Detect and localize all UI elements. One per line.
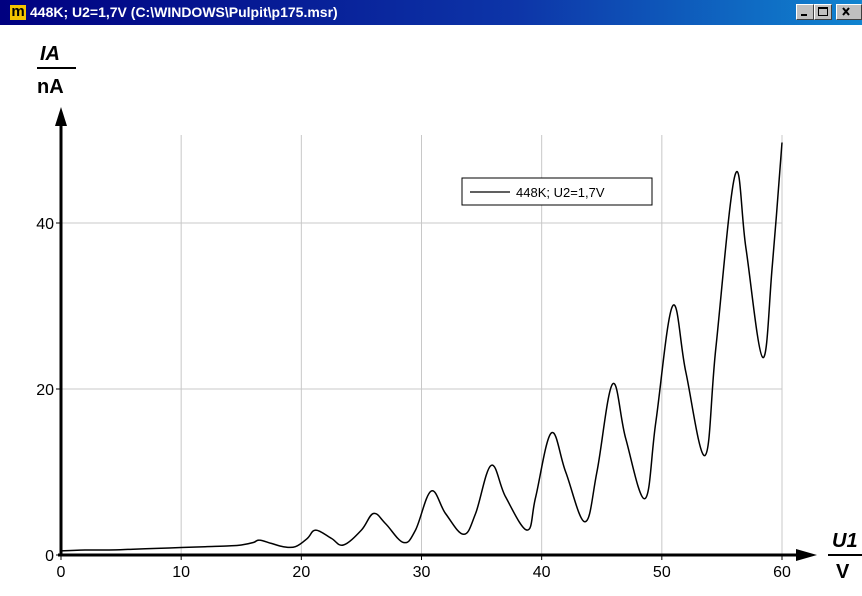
close-button[interactable] [836,4,862,20]
minimize-icon [801,14,807,16]
grid-lines [61,135,783,555]
plot-area[interactable]: 0 10 20 30 40 50 60 0 20 40 IA nA U1 V 448K; U2=1… [0,25,862,596]
y-axis-label-unit: nA [37,76,64,98]
legend-label: 448K; U2=1,7V [516,185,605,200]
y-axis-arrow [55,107,67,126]
window-title: 448K; U2=1,7V (C:\WINDOWS\Pulpit\p175.ms… [30,4,338,20]
minimize-button[interactable] [796,4,814,20]
x-tick-label: 30 [413,564,431,581]
x-axis-arrow [796,549,817,561]
series-line [60,142,783,552]
y-axis-label-quantity: IA [40,43,60,65]
x-axis-label-quantity: U1 [832,530,858,552]
x-tick-label: 40 [533,564,551,581]
x-tick-label: 50 [653,564,671,581]
y-tick-label: 0 [45,548,54,565]
legend: 448K; U2=1,7V [461,177,653,206]
y-tick-label: 20 [36,382,54,399]
close-icon [842,7,850,16]
y-tick-label: 40 [36,216,54,233]
x-axis-label-unit: V [836,561,850,583]
maximize-button[interactable] [814,4,832,20]
tick-labels: 0 10 20 30 40 50 60 0 20 40 [36,216,791,581]
title-bar[interactable]: m 448K; U2=1,7V (C:\WINDOWS\Pulpit\p175.… [0,0,862,25]
x-tick-label: 0 [57,564,66,581]
maximize-icon [818,7,828,16]
x-tick-label: 20 [292,564,310,581]
x-tick-label: 10 [172,564,190,581]
app-icon[interactable]: m [10,3,26,20]
x-tick-label: 60 [773,564,791,581]
